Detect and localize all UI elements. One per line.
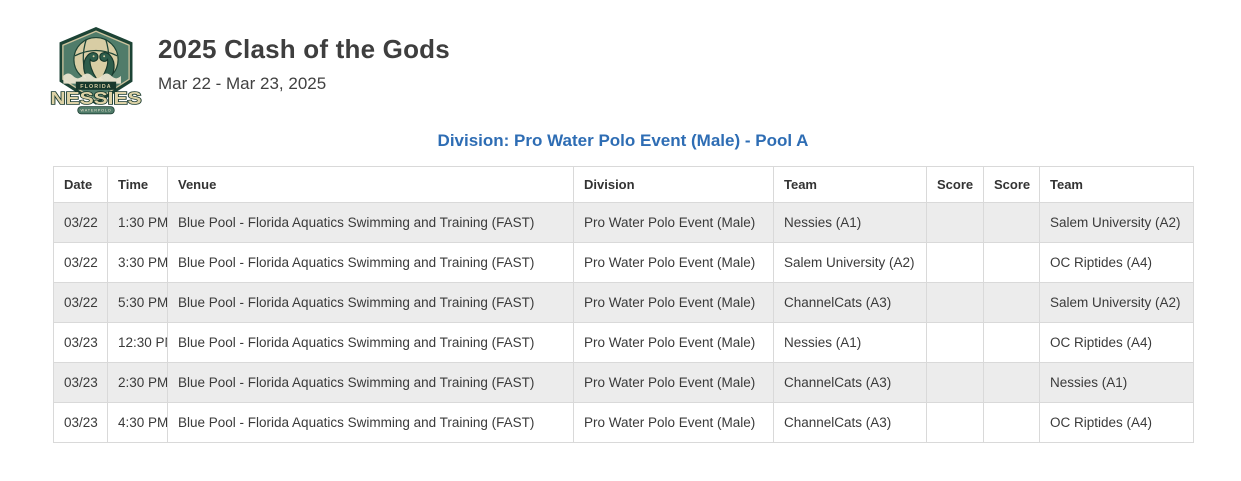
cell-venue: Blue Pool - Florida Aquatics Swimming an… (167, 202, 574, 243)
cell-team2: OC Riptides (A4) (1039, 402, 1194, 443)
cell-score1 (926, 242, 984, 283)
cell-score1 (926, 202, 984, 243)
cell-score2 (983, 402, 1040, 443)
logo-text-nessies: NESSIES (50, 88, 141, 108)
cell-time: 12:30 PM (107, 322, 168, 363)
cell-venue: Blue Pool - Florida Aquatics Swimming an… (167, 362, 574, 403)
column-header-team2: Team (1039, 166, 1194, 203)
column-header-score1: Score (926, 166, 984, 203)
table-row: 03/23 12:30 PM Blue Pool - Florida Aquat… (53, 322, 1194, 363)
cell-team1: Nessies (A1) (773, 202, 927, 243)
cell-division: Pro Water Polo Event (Male) (573, 402, 774, 443)
tournament-dates: Mar 22 - Mar 23, 2025 (158, 74, 327, 93)
logo-text-florida: FLORIDA (80, 84, 111, 90)
cell-team2: OC Riptides (A4) (1039, 322, 1194, 363)
column-header-score2: Score (983, 166, 1040, 203)
title-block: 2025 Clash of the Gods Mar 22 - Mar 23, … (158, 26, 450, 94)
nessies-logo: FLORIDA NESSIES WATERPOLO (48, 26, 144, 122)
cell-score1 (926, 362, 984, 403)
cell-team2: Salem University (A2) (1039, 202, 1194, 243)
table-row: 03/23 2:30 PM Blue Pool - Florida Aquati… (53, 362, 1194, 403)
cell-score2 (983, 322, 1040, 363)
column-header-date: Date (53, 166, 108, 203)
cell-date: 03/23 (53, 402, 108, 443)
table-row: 03/23 4:30 PM Blue Pool - Florida Aquati… (53, 402, 1194, 443)
cell-score2 (983, 202, 1040, 243)
header-row: Date Time Venue Division Team Score Scor… (53, 166, 1194, 203)
schedule-table-head: Date Time Venue Division Team Score Scor… (53, 166, 1194, 203)
cell-score1 (926, 322, 984, 363)
cell-time: 5:30 PM (107, 282, 168, 323)
cell-division: Pro Water Polo Event (Male) (573, 322, 774, 363)
cell-team1: ChannelCats (A3) (773, 282, 927, 323)
nessies-logo-graphic: FLORIDA NESSIES WATERPOLO (50, 26, 142, 115)
cell-team1: Salem University (A2) (773, 242, 927, 283)
cell-time: 3:30 PM (107, 242, 168, 283)
cell-date: 03/23 (53, 322, 108, 363)
cell-division: Pro Water Polo Event (Male) (573, 282, 774, 323)
cell-time: 4:30 PM (107, 402, 168, 443)
cell-team2: Salem University (A2) (1039, 282, 1194, 323)
tournament-title: 2025 Clash of the Gods (158, 34, 450, 64)
cell-division: Pro Water Polo Event (Male) (573, 242, 774, 283)
cell-date: 03/22 (53, 282, 108, 323)
column-header-team1: Team (773, 166, 927, 203)
table-row: 03/22 5:30 PM Blue Pool - Florida Aquati… (53, 282, 1194, 323)
cell-venue: Blue Pool - Florida Aquatics Swimming an… (167, 242, 574, 283)
table-row: 03/22 1:30 PM Blue Pool - Florida Aquati… (53, 202, 1194, 243)
cell-score1 (926, 282, 984, 323)
cell-score2 (983, 242, 1040, 283)
cell-score2 (983, 282, 1040, 323)
column-header-time: Time (107, 166, 168, 203)
division-heading: Division: Pro Water Polo Event (Male) - … (437, 131, 809, 150)
cell-venue: Blue Pool - Florida Aquatics Swimming an… (167, 322, 574, 363)
cell-team1: Nessies (A1) (773, 322, 927, 363)
cell-date: 03/22 (53, 242, 108, 283)
cell-venue: Blue Pool - Florida Aquatics Swimming an… (167, 402, 574, 443)
cell-score2 (983, 362, 1040, 403)
column-header-venue: Venue (167, 166, 574, 203)
column-header-division: Division (573, 166, 774, 203)
cell-division: Pro Water Polo Event (Male) (573, 362, 774, 403)
logo-text-waterpolo: WATERPOLO (81, 109, 112, 113)
cell-division: Pro Water Polo Event (Male) (573, 202, 774, 243)
cell-team1: ChannelCats (A3) (773, 362, 927, 403)
table-row: 03/22 3:30 PM Blue Pool - Florida Aquati… (53, 242, 1194, 283)
cell-venue: Blue Pool - Florida Aquatics Swimming an… (167, 282, 574, 323)
cell-date: 03/22 (53, 202, 108, 243)
cell-team2: OC Riptides (A4) (1039, 242, 1194, 283)
cell-time: 1:30 PM (107, 202, 168, 243)
cell-score1 (926, 402, 984, 443)
cell-team1: ChannelCats (A3) (773, 402, 927, 443)
schedule-table: Date Time Venue Division Team Score Scor… (53, 166, 1194, 443)
cell-team2: Nessies (A1) (1039, 362, 1194, 403)
cell-date: 03/23 (53, 362, 108, 403)
tournament-header: FLORIDA NESSIES WATERPOLO 2025 Clash of … (48, 26, 450, 122)
schedule-table-body: 03/22 1:30 PM Blue Pool - Florida Aquati… (53, 202, 1194, 443)
cell-time: 2:30 PM (107, 362, 168, 403)
